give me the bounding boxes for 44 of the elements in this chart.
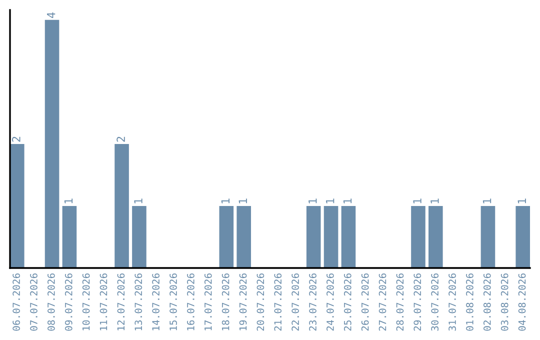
data-label: 1 bbox=[343, 198, 352, 204]
data-label: 1 bbox=[308, 198, 317, 204]
x-tick-label: 27.07.2026 bbox=[378, 273, 386, 331]
x-tick-label: 12.07.2026 bbox=[117, 273, 125, 330]
data-label: 1 bbox=[482, 198, 492, 204]
x-tick-label: 09.07.2026 bbox=[64, 273, 72, 331]
x-tick-label: 07.07.2026 bbox=[30, 273, 38, 331]
x-tick-label: 18.07.2026 bbox=[222, 273, 230, 330]
x-tick-label: 11.07.2026 bbox=[100, 273, 108, 330]
x-tick-label: 29.07.2026 bbox=[414, 273, 422, 331]
data-label: 4 bbox=[47, 12, 56, 18]
x-tick-label: 31.07.2026 bbox=[448, 273, 456, 331]
x-tick-label: 17.07.2026 bbox=[204, 273, 212, 330]
data-label: 2 bbox=[12, 136, 20, 142]
data-label: 2 bbox=[116, 136, 125, 142]
x-tick-label: 02.08.2026 bbox=[483, 273, 491, 331]
data-label: 1 bbox=[430, 198, 439, 204]
x-tick-label: 22.07.2026 bbox=[292, 273, 300, 331]
x-tick-label: 19.07.2026 bbox=[239, 273, 247, 330]
x-tick-label: 13.07.2026 bbox=[134, 273, 142, 330]
x-tick-label: 16.07.2026 bbox=[187, 273, 194, 330]
data-label: 1 bbox=[518, 198, 526, 204]
x-tick-label: 15.07.2026 bbox=[170, 273, 177, 330]
data-label: 1 bbox=[134, 198, 142, 204]
x-tick-label: 10.07.2026 bbox=[82, 273, 90, 330]
x-tick-label: 20.07.2026 bbox=[256, 273, 264, 331]
data-label: 1 bbox=[221, 198, 230, 204]
data-label: 1 bbox=[238, 198, 247, 204]
x-tick-label: 23.07.2026 bbox=[309, 273, 316, 331]
x-tick-label: 26.07.2026 bbox=[361, 273, 369, 331]
data-label: 1 bbox=[64, 198, 73, 204]
x-tick-label: 25.07.2026 bbox=[344, 273, 352, 331]
x-tick-label: 03.08.2026 bbox=[500, 273, 508, 331]
data-label: 1 bbox=[326, 198, 334, 204]
x-tick-label: 04.08.2026 bbox=[518, 273, 526, 331]
x-tick-label: 21.07.2026 bbox=[274, 273, 282, 331]
x-tick-label: 01.08.2026 bbox=[466, 273, 474, 331]
data-label: 1 bbox=[413, 198, 422, 204]
x-tick-label: 24.07.2026 bbox=[326, 273, 334, 331]
x-tick-label: 28.07.2026 bbox=[396, 273, 404, 331]
x-tick-label: 08.07.2026 bbox=[48, 273, 55, 331]
x-tick-label: 30.07.2026 bbox=[431, 273, 439, 331]
x-tick-label: 14.07.2026 bbox=[152, 273, 160, 330]
x-tick-label: 06.07.2026 bbox=[12, 273, 20, 331]
